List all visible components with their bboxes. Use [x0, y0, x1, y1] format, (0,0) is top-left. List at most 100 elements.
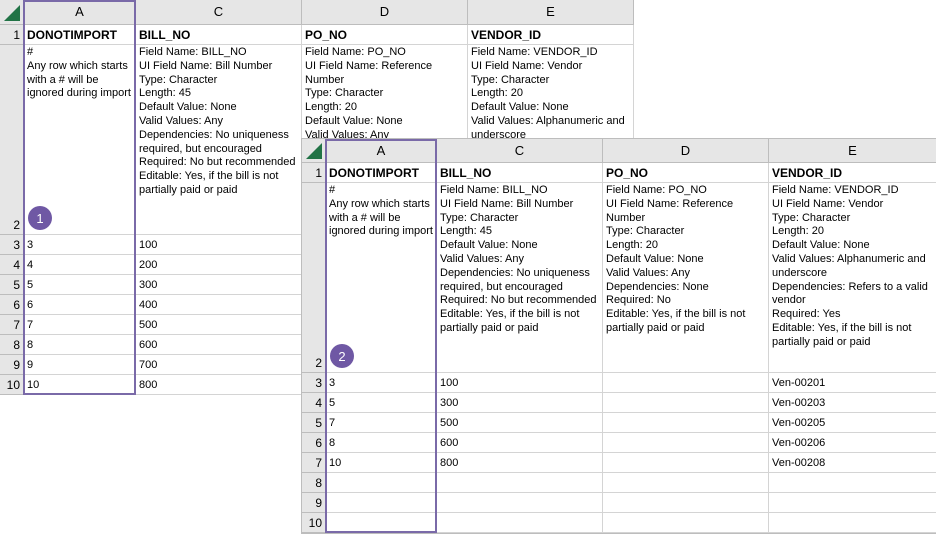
cell: [769, 473, 936, 493]
cell-line: Any row which starts with a # will be ig…: [329, 197, 433, 238]
cell: 700: [136, 355, 302, 375]
cell-line: Field Name: PO_NO: [305, 46, 406, 58]
cell: [437, 473, 603, 493]
callout: 2: [330, 344, 354, 368]
cell: [437, 513, 603, 533]
column-header: D: [603, 139, 769, 163]
row-header: 8: [0, 335, 24, 355]
corner-triangle: [306, 143, 322, 159]
cell: 500: [437, 413, 603, 433]
cell-line: Length: 45: [440, 225, 492, 238]
cell-line: Any row which starts with a # will be ig…: [27, 59, 131, 100]
row-header: 5: [0, 275, 24, 295]
cell: VENDOR_ID: [468, 25, 634, 45]
cell-line: Field Name: BILL_NO: [139, 46, 247, 58]
cell-line: Default Value: None: [305, 114, 403, 127]
cell-line: Valid Values: Any: [606, 266, 690, 279]
cell-line: UI Field Name: Vendor: [772, 197, 884, 210]
row-header: 1: [302, 163, 326, 183]
cell: Field Name: BILL_NO UI Field Name: Bill N…: [437, 183, 603, 373]
cell: [769, 513, 936, 533]
cell: Ven-00208: [769, 453, 936, 473]
cell: [603, 453, 769, 473]
column-header: C: [136, 0, 302, 25]
cell-line: UI Field Name: Vendor: [471, 59, 583, 72]
cell-line: Valid Values: Any: [305, 128, 389, 141]
cell-line: Type: Character: [772, 211, 851, 224]
cell: 100: [136, 235, 302, 255]
row-header: 1: [0, 25, 24, 45]
cell-line: UI Field Name: Reference Number: [305, 59, 433, 86]
cell-line: Default Value: None: [471, 101, 569, 114]
cell: 600: [437, 433, 603, 453]
cell-line: Default Value: None: [440, 239, 538, 252]
cell: 300: [437, 393, 603, 413]
cell-line: Valid Values: Any: [440, 252, 524, 265]
cell-line: #: [329, 184, 336, 196]
cell: PO_NO: [603, 163, 769, 183]
cell: [603, 493, 769, 513]
cell-line: Field Name: BILL_NO: [440, 184, 548, 196]
cell-line: Type: Character: [606, 225, 685, 238]
cell: [769, 493, 936, 513]
cell: 300: [136, 275, 302, 295]
row-header: 6: [0, 295, 24, 315]
cell: Ven-00205: [769, 413, 936, 433]
row-header: 7: [302, 453, 326, 473]
column-header: E: [769, 139, 936, 163]
cell: [603, 473, 769, 493]
cell-line: UI Field Name: Bill Number: [440, 197, 574, 210]
cell-line: Valid Values: Alphanumeric and underscor…: [471, 114, 625, 141]
cell-line: UI Field Name: Reference Number: [606, 197, 734, 224]
cell-line: Field Name: PO_NO: [606, 184, 707, 196]
cell: Field Name: PO_NO UI Field Name: Referenc…: [302, 45, 468, 235]
cell-line: Field Name: VENDOR_ID: [772, 184, 899, 196]
column-header: C: [437, 139, 603, 163]
cell: Field Name: VENDOR_ID UI Field Name: Vend…: [769, 183, 936, 373]
row-header: 3: [302, 373, 326, 393]
column-selection: [23, 0, 136, 395]
cell: [603, 413, 769, 433]
cell-line: Valid Values: Alphanumeric and underscor…: [772, 252, 926, 279]
cell-line: #: [27, 46, 34, 58]
column-selection: [325, 139, 437, 533]
cell: Field Name: BILL_NO UI Field Name: Bill N…: [136, 45, 302, 235]
cell-line: Length: 20: [772, 225, 824, 238]
select-all: [302, 139, 326, 163]
row-header: 4: [0, 255, 24, 275]
spreadsheet: A C D E 1 DONOTIMPORT BILL_NO PO_NO VENDOR_ID 2 # A…: [301, 138, 936, 534]
cell: [603, 433, 769, 453]
row-header: 6: [302, 433, 326, 453]
row-header: 10: [302, 513, 326, 533]
cell: Ven-00206: [769, 433, 936, 453]
cell-line: Length: 45: [139, 87, 191, 100]
cell: 400: [136, 295, 302, 315]
cell: BILL_NO: [437, 163, 603, 183]
row-header: 3: [0, 235, 24, 255]
cell-line: Editable: Yes, if the bill is not partia…: [606, 308, 746, 334]
column-header: A: [326, 139, 437, 163]
cell: PO_NO: [302, 25, 468, 45]
cell: 800: [437, 453, 603, 473]
row-header: 5: [302, 413, 326, 433]
cell: 500: [136, 315, 302, 335]
cell-line: Length: 20: [471, 87, 523, 100]
cell: Field Name: PO_NO UI Field Name: Referenc…: [603, 183, 769, 373]
cell: # Any row which starts with a # will be i…: [24, 45, 136, 235]
cell-line: Editable: Yes, if the bill is not partia…: [772, 321, 912, 348]
cell-line: Type: Character: [440, 211, 519, 224]
cell: BILL_NO: [136, 25, 302, 45]
cell-line: Required: No: [606, 294, 671, 307]
row-header: 4: [302, 393, 326, 413]
cell-line: Dependencies: Refers to a valid vendor: [772, 280, 928, 307]
cell-line: Type: Character: [471, 73, 550, 86]
column-header: D: [302, 0, 468, 25]
cell: 800: [136, 375, 302, 395]
cell-line: Type: Character: [139, 73, 218, 86]
cell: 200: [136, 255, 302, 275]
cell-line: Default Value: None: [772, 239, 870, 252]
cell-line: Required: Yes: [772, 308, 841, 321]
cell-line: Length: 20: [305, 101, 357, 114]
cell: [603, 513, 769, 533]
